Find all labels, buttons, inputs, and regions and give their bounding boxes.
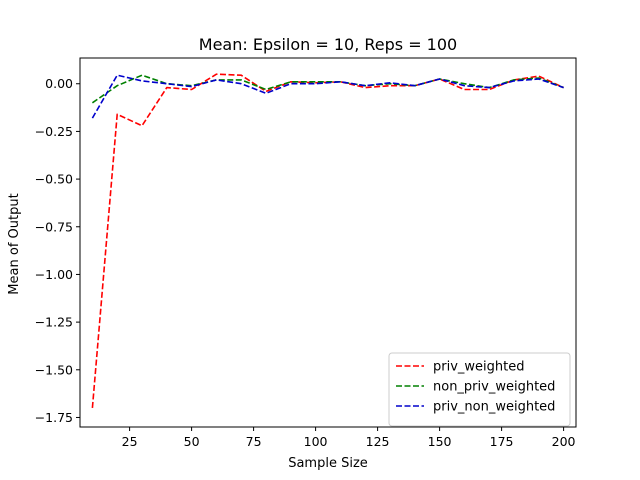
y-tick-label: −1.00 xyxy=(35,267,73,282)
series-line-priv_non_weighted xyxy=(91,74,564,119)
x-tick-label: 100 xyxy=(304,434,328,449)
y-tick-label: −1.75 xyxy=(35,410,73,425)
legend-box xyxy=(388,352,571,427)
chart-title: Mean: Epsilon = 10, Reps = 100 xyxy=(199,35,457,54)
x-axis-label: Sample Size xyxy=(288,456,368,471)
legend-label: priv_non_weighted xyxy=(433,400,555,415)
x-tick-label: 200 xyxy=(552,434,576,449)
legend-label: non_priv_weighted xyxy=(433,380,555,395)
x-tick-label: 125 xyxy=(366,434,390,449)
legend: priv_weighted non_priv_weighted priv_non_w… xyxy=(388,352,571,427)
x-tick-label: 25 xyxy=(122,434,138,449)
plot-frame xyxy=(79,57,577,428)
x-tick-label: 150 xyxy=(428,434,452,449)
y-tick-label: −1.50 xyxy=(35,362,73,377)
plot-area xyxy=(79,57,577,428)
y-tick-label: −0.50 xyxy=(35,172,73,187)
y-tick-label: −0.75 xyxy=(35,219,73,234)
legend-label: priv_weighted xyxy=(433,360,524,375)
x-tick-label: 75 xyxy=(246,434,262,449)
x-axis: 25 50 75 100 125 150 175 200 xyxy=(122,427,576,449)
x-tick-label: 175 xyxy=(490,434,514,449)
y-axis: 0.00 −0.25 −0.50 −0.75 −1.00 −1.25 −1.50 −1.75 xyxy=(35,76,80,425)
x-tick-label: 50 xyxy=(184,434,200,449)
y-tick-label: 0.00 xyxy=(45,76,73,91)
y-tick-label: −1.25 xyxy=(35,315,73,330)
series-layer xyxy=(91,73,564,408)
y-tick-label: −0.25 xyxy=(35,124,73,139)
y-axis-label: Mean of Output xyxy=(7,193,22,294)
